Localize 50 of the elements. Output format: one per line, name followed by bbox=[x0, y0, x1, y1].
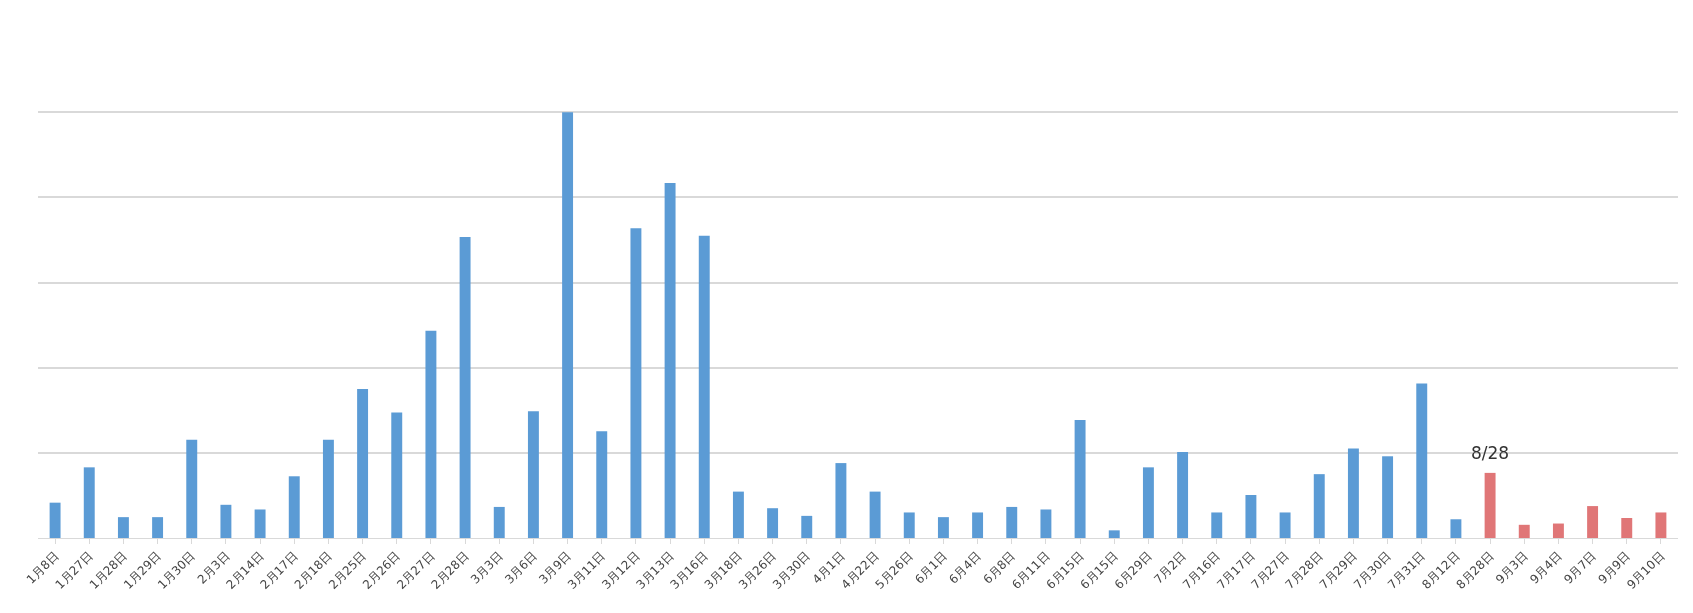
bar bbox=[152, 517, 164, 538]
bar bbox=[596, 431, 608, 538]
bar bbox=[630, 228, 642, 538]
bar bbox=[1416, 383, 1428, 538]
bar bbox=[425, 330, 437, 538]
bar bbox=[972, 512, 984, 538]
bar bbox=[1108, 530, 1120, 538]
bar bbox=[1621, 517, 1633, 538]
bar bbox=[835, 463, 847, 538]
bar bbox=[1655, 512, 1667, 538]
bar bbox=[1347, 448, 1359, 538]
bar bbox=[527, 411, 539, 538]
bar bbox=[1484, 472, 1496, 538]
bar bbox=[493, 506, 505, 538]
bar bbox=[459, 237, 471, 538]
bar bbox=[1142, 467, 1154, 538]
bar bbox=[1313, 474, 1325, 538]
bar bbox=[801, 515, 813, 538]
bar bbox=[1552, 523, 1564, 538]
bar bbox=[1006, 506, 1018, 538]
bar bbox=[1279, 512, 1291, 538]
bar bbox=[937, 517, 949, 538]
bar bbox=[1587, 506, 1599, 538]
bar bbox=[664, 183, 676, 538]
bar bbox=[220, 504, 232, 538]
bar bbox=[562, 112, 574, 538]
bar bbox=[732, 491, 744, 538]
bar bbox=[698, 235, 710, 538]
bar bbox=[1518, 524, 1530, 538]
bar bbox=[49, 502, 61, 538]
bar bbox=[1074, 420, 1086, 538]
annotation: 8/28 bbox=[1471, 443, 1510, 463]
bar bbox=[322, 439, 334, 538]
bar bbox=[1245, 495, 1257, 538]
bar bbox=[391, 412, 403, 538]
bar bbox=[254, 509, 266, 538]
bar bbox=[288, 476, 300, 538]
bar bbox=[767, 508, 779, 538]
bar bbox=[117, 517, 129, 538]
bar bbox=[1450, 519, 1462, 538]
bar bbox=[1211, 512, 1223, 538]
bar bbox=[186, 439, 198, 538]
bar bbox=[869, 491, 881, 538]
bar bbox=[357, 389, 369, 538]
bar bbox=[83, 467, 95, 538]
bar bbox=[1382, 456, 1394, 538]
bar bbox=[903, 512, 915, 538]
x-tick-label: 3月6日 bbox=[502, 548, 540, 587]
bar bbox=[1177, 452, 1189, 538]
bar bbox=[1040, 509, 1052, 538]
